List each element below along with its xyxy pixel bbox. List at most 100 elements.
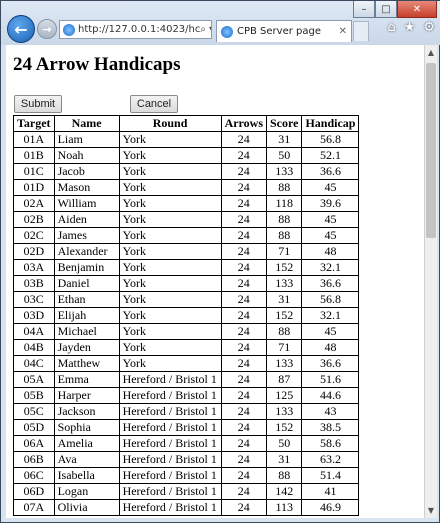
table-cell: York — [119, 132, 221, 148]
forward-button[interactable]: → — [37, 19, 57, 39]
table-cell: 24 — [221, 468, 266, 484]
table-cell: 06B — [14, 452, 55, 468]
search-dropdown-icon[interactable]: ⌕ ▾ — [200, 24, 212, 35]
table-cell: 31 — [267, 132, 302, 148]
table-cell: 56.8 — [302, 132, 359, 148]
column-header: Handicap — [302, 116, 359, 132]
column-header: Name — [54, 116, 119, 132]
vertical-scrollbar[interactable]: ▲ ▼ — [424, 45, 437, 518]
table-cell: 24 — [221, 228, 266, 244]
table-cell: York — [119, 260, 221, 276]
table-header-row: Target Name Round Arrows Score Handicap — [14, 116, 359, 132]
table-cell: 24 — [221, 260, 266, 276]
tab-close-icon[interactable]: ✕ — [339, 26, 347, 37]
table-cell: 46.9 — [302, 500, 359, 516]
table-cell: 32.1 — [302, 260, 359, 276]
table-cell: 88 — [267, 228, 302, 244]
table-cell: 51.4 — [302, 468, 359, 484]
table-cell: 152 — [267, 420, 302, 436]
tab-title: CPB Server page — [237, 26, 321, 37]
table-cell: 133 — [267, 404, 302, 420]
table-cell: 36.6 — [302, 276, 359, 292]
table-row: 02B Aiden York 24 88 45 — [14, 212, 359, 228]
table-cell: 88 — [267, 180, 302, 196]
column-header: Target — [14, 116, 55, 132]
table-cell: 01D — [14, 180, 55, 196]
table-row: 02C James York 24 88 45 — [14, 228, 359, 244]
table-cell: 38.5 — [302, 420, 359, 436]
cancel-button[interactable]: Cancel — [130, 95, 178, 113]
table-cell: 05D — [14, 420, 55, 436]
table-cell: 24 — [221, 452, 266, 468]
table-cell: 152 — [267, 260, 302, 276]
table-row: 06A Amelia Hereford / Bristol 1 24 50 58.6 — [14, 436, 359, 452]
table-cell: Emma — [54, 372, 119, 388]
table-row: 04C Matthew York 24 133 36.6 — [14, 356, 359, 372]
table-cell: 06C — [14, 468, 55, 484]
table-cell: 48 — [302, 340, 359, 356]
new-tab-button[interactable] — [353, 21, 369, 41]
page-content: 24 Arrow Handicaps Submit Cancel Target N… — [6, 45, 424, 518]
table-cell: Michael — [54, 324, 119, 340]
table-cell: 88 — [267, 324, 302, 340]
table-cell: Mason — [54, 180, 119, 196]
tab-favicon-icon — [221, 26, 233, 38]
favorites-star-icon[interactable]: ★ — [404, 20, 416, 35]
table-row: 01B Noah York 24 50 52.1 — [14, 148, 359, 164]
submit-button[interactable]: Submit — [14, 95, 62, 113]
table-cell: 24 — [221, 276, 266, 292]
table-cell: 24 — [221, 196, 266, 212]
table-cell: Noah — [54, 148, 119, 164]
close-window-button[interactable]: ✕ — [397, 1, 437, 18]
table-cell: York — [119, 148, 221, 164]
table-cell: York — [119, 212, 221, 228]
table-cell: 52.1 — [302, 148, 359, 164]
back-button[interactable]: ← — [7, 15, 35, 43]
window-controls: – □ ✕ — [353, 1, 437, 19]
ie-page-icon — [63, 24, 75, 36]
address-url[interactable]: http://127.0.0.1:4023/hc — [78, 24, 200, 35]
table-cell: 56.8 — [302, 292, 359, 308]
table-row: 03B Daniel York 24 133 36.6 — [14, 276, 359, 292]
table-row: 06B Ava Hereford / Bristol 1 24 31 63.2 — [14, 452, 359, 468]
table-cell: 24 — [221, 436, 266, 452]
table-cell: 01A — [14, 132, 55, 148]
address-bar[interactable]: http://127.0.0.1:4023/hc ⌕ ▾ ↻ — [59, 20, 212, 39]
table-cell: 24 — [221, 148, 266, 164]
table-row: 07A Olivia Hereford / Bristol 1 24 113 46.9 — [14, 500, 359, 516]
settings-gear-icon[interactable]: ⚙ — [423, 20, 435, 35]
minimize-button[interactable]: – — [353, 1, 375, 18]
home-icon[interactable]: ⌂ — [387, 20, 395, 35]
table-cell: 02A — [14, 196, 55, 212]
table-cell: 31 — [267, 452, 302, 468]
tab-cpb-server[interactable]: CPB Server page ✕ — [216, 20, 352, 42]
table-cell: Hereford / Bristol 1 — [119, 436, 221, 452]
table-cell: 01C — [14, 164, 55, 180]
table-cell: 133 — [267, 276, 302, 292]
table-cell: 07A — [14, 500, 55, 516]
table-cell: 125 — [267, 388, 302, 404]
table-cell: 02D — [14, 244, 55, 260]
table-cell: Jackson — [54, 404, 119, 420]
table-cell: 63.2 — [302, 452, 359, 468]
table-cell: Daniel — [54, 276, 119, 292]
table-row: 02D Alexander York 24 71 48 — [14, 244, 359, 260]
table-cell: 24 — [221, 356, 266, 372]
scrollbar-thumb[interactable] — [426, 63, 436, 238]
scroll-down-icon[interactable]: ▼ — [425, 503, 437, 518]
table-cell: 133 — [267, 356, 302, 372]
table-row: 06C Isabella Hereford / Bristol 1 24 88 51.4 — [14, 468, 359, 484]
scroll-up-icon[interactable]: ▲ — [425, 45, 437, 60]
table-body: 01A Liam York 24 31 56.8 01B Noah York 24 50 52.1 01… — [14, 132, 359, 516]
table-cell: Hereford / Bristol 1 — [119, 420, 221, 436]
table-cell: 04B — [14, 340, 55, 356]
table-cell: 24 — [221, 180, 266, 196]
table-cell: 142 — [267, 484, 302, 500]
table-cell: Harper — [54, 388, 119, 404]
maximize-button[interactable]: □ — [375, 1, 397, 18]
table-cell: 01B — [14, 148, 55, 164]
table-cell: 24 — [221, 372, 266, 388]
table-cell: Ethan — [54, 292, 119, 308]
table-cell: Liam — [54, 132, 119, 148]
table-cell: Benjamin — [54, 260, 119, 276]
